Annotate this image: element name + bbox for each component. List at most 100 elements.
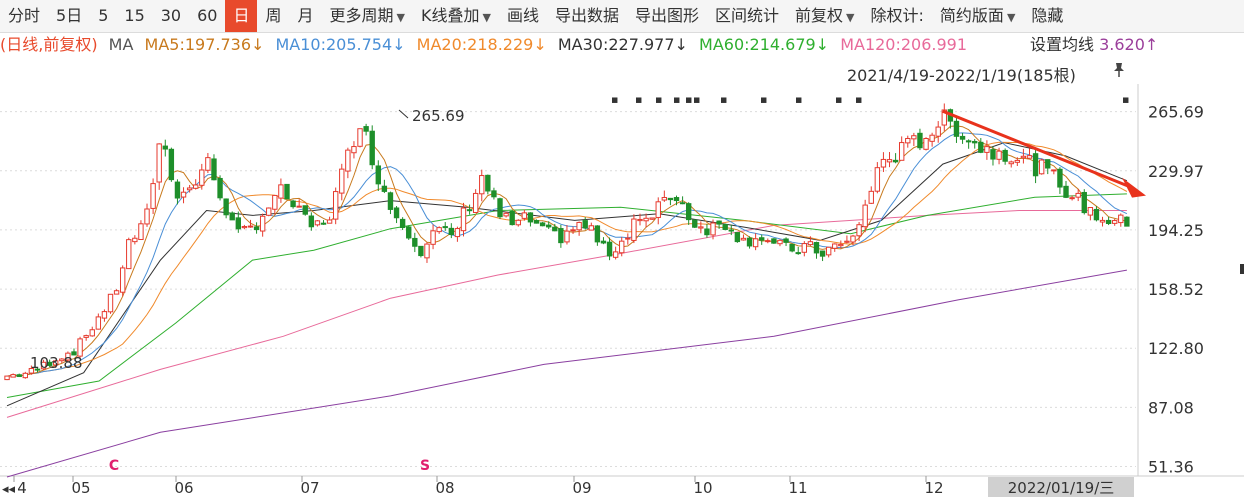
candle <box>1032 153 1039 177</box>
y-tick-label: 51.36 <box>1148 457 1194 476</box>
candle <box>862 204 868 228</box>
toolbar-item-11[interactable]: 画线 <box>499 0 547 32</box>
candle <box>217 177 223 199</box>
toolbar-item-9[interactable]: 更多周期 ▼ <box>322 0 413 32</box>
candle <box>119 267 126 293</box>
candle <box>515 219 521 226</box>
candle <box>1118 214 1124 224</box>
toolbar-item-2[interactable]: 5 <box>90 0 116 32</box>
ma-settings-button[interactable]: 设置均线 <box>1030 35 1095 54</box>
candle <box>1051 169 1057 172</box>
candle <box>247 225 254 228</box>
candle <box>959 135 966 140</box>
candle <box>1124 216 1130 227</box>
toolbar-item-5[interactable]: 60 <box>189 0 225 32</box>
candle <box>582 220 588 229</box>
y-tick-label: 194.25 <box>1148 221 1204 240</box>
candle <box>345 149 351 172</box>
ma60-value: MA60:214.679↓ <box>699 35 830 54</box>
toolbar-item-7[interactable]: 周 <box>257 0 289 32</box>
event-marker-c: C <box>109 458 119 474</box>
toolbar-item-label: 月 <box>297 6 314 25</box>
candle <box>28 368 35 374</box>
toolbar-item-18[interactable]: 隐藏 <box>1023 0 1071 32</box>
candle <box>95 316 102 330</box>
toolbar-item-12[interactable]: 导出数据 <box>547 0 627 32</box>
candle <box>509 210 515 226</box>
toolbar-item-label: 分时 <box>8 6 41 25</box>
candle <box>1008 161 1014 165</box>
candle <box>442 226 448 229</box>
dropdown-caret-icon: ▼ <box>846 11 855 24</box>
x-month-label: 07 <box>300 479 319 497</box>
ma-label[interactable]: MA <box>108 35 134 54</box>
event-tick-icon: ▪ <box>835 93 842 106</box>
ma-legend-bar: (日线,前复权) MA MA5:197.736↓ MA10:205.754↓ M… <box>0 33 1244 57</box>
candle <box>716 220 722 225</box>
candle <box>460 207 467 232</box>
candle <box>564 230 570 243</box>
candle <box>533 220 540 224</box>
candle <box>199 169 205 186</box>
candle <box>351 146 357 154</box>
candle <box>752 238 759 248</box>
candle <box>746 237 753 247</box>
candle <box>34 368 41 371</box>
candle <box>1112 220 1118 224</box>
ma10-value: MA10:205.754↓ <box>275 35 406 54</box>
high-annotation-pointer <box>398 109 409 119</box>
candle <box>424 243 430 259</box>
candle <box>1063 185 1069 198</box>
candle <box>472 192 479 213</box>
toolbar-item-label: 60 <box>197 6 218 25</box>
event-tick-icon: ▪ <box>611 93 618 106</box>
candle <box>728 229 734 232</box>
candle <box>552 226 558 232</box>
candle <box>546 224 552 228</box>
toolbar-item-6[interactable]: 日 <box>225 0 258 32</box>
candle <box>479 175 485 195</box>
candle <box>527 212 534 223</box>
toolbar-item-1[interactable]: 5日 <box>48 0 90 32</box>
candle <box>1099 219 1106 223</box>
toolbar-item-4[interactable]: 30 <box>153 0 189 32</box>
candle <box>777 239 783 245</box>
ma-line-ma120 <box>6 210 1127 418</box>
toolbar-item-14[interactable]: 区间统计 <box>707 0 787 32</box>
candle <box>22 372 28 379</box>
toolbar-item-17[interactable]: 简约版面 ▼ <box>932 0 1023 32</box>
toolbar-item-10[interactable]: K线叠加 ▼ <box>413 0 499 32</box>
toolbar-item-16[interactable]: 除权计: <box>863 0 932 32</box>
toolbar-item-0[interactable]: 分时 <box>0 0 48 32</box>
toolbar-item-8[interactable]: 月 <box>290 0 322 32</box>
candle <box>972 140 978 144</box>
candle <box>339 168 345 194</box>
toolbar-item-label: 15 <box>124 6 145 25</box>
trend-arrow-head-icon <box>1122 177 1146 198</box>
candle <box>953 120 960 137</box>
candle <box>53 360 59 366</box>
candle <box>874 167 881 192</box>
toolbar-item-3[interactable]: 15 <box>116 0 152 32</box>
candle <box>363 126 369 132</box>
pin-icon[interactable] <box>1112 62 1126 78</box>
y-tick-label: 265.69 <box>1148 103 1204 122</box>
trend-arrow-line <box>942 109 1133 189</box>
candle <box>503 212 509 217</box>
toolbar-item-label: 区间统计 <box>715 6 780 25</box>
toolbar-item-13[interactable]: 导出图形 <box>627 0 707 32</box>
candle <box>722 224 728 230</box>
candle <box>600 240 607 244</box>
toolbar-item-label: 更多周期 <box>329 6 394 25</box>
candle <box>807 241 814 246</box>
candle <box>326 219 333 224</box>
candle <box>278 184 284 199</box>
toolbar-item-15[interactable]: 前复权 ▼ <box>787 0 862 32</box>
candle <box>406 226 412 239</box>
candle <box>138 223 144 241</box>
candle <box>302 205 308 215</box>
candle <box>886 159 893 163</box>
candle <box>1020 155 1027 159</box>
candle <box>430 230 436 245</box>
